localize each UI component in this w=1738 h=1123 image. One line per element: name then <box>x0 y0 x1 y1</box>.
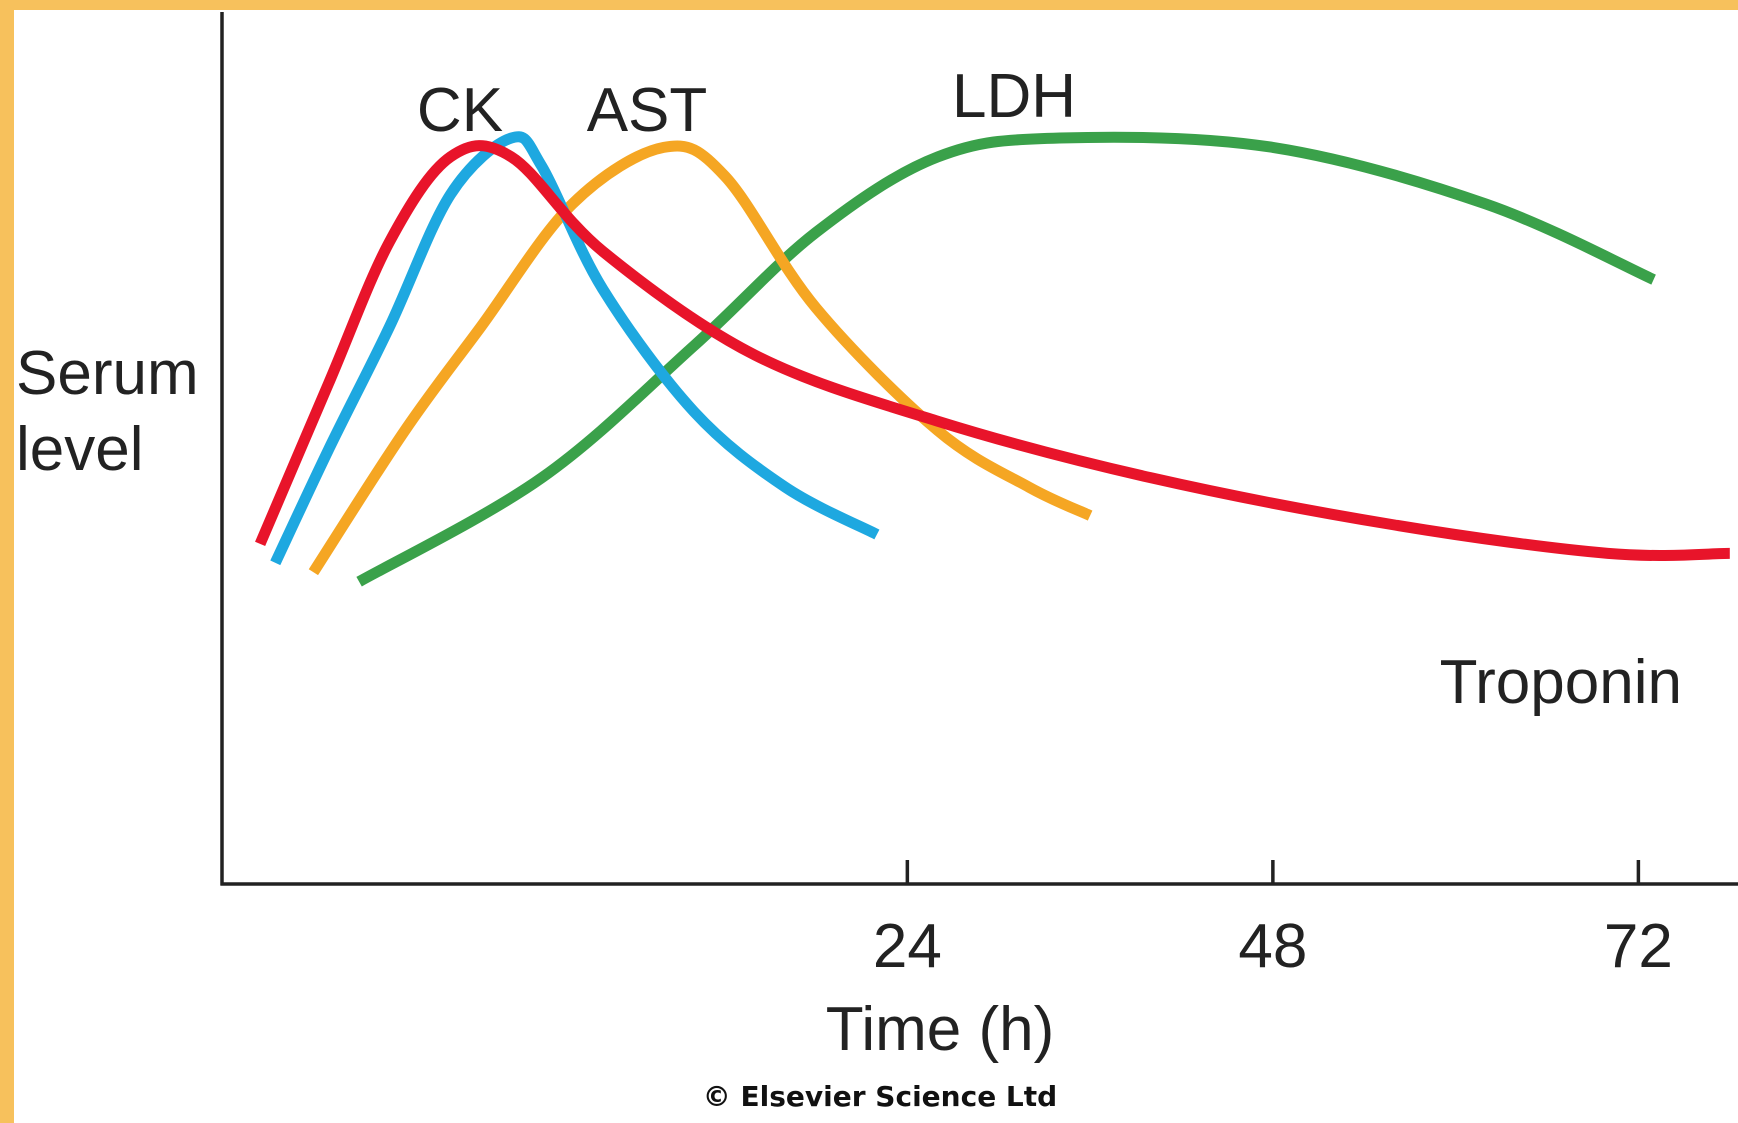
y-axis-label-line: level <box>16 415 144 484</box>
y-axis-label-line: Serum <box>16 339 199 408</box>
series-line-ast <box>308 140 1093 576</box>
serum-level-chart: 24487296CKASTLDHTroponinSerumlevelTime (… <box>16 12 1738 1113</box>
series-label-ast: AST <box>587 76 708 145</box>
x-tick-label: 72 <box>1604 912 1673 981</box>
labels: 24487296CKASTLDHTroponinSerumlevelTime (… <box>16 62 1682 1113</box>
x-tick-label: 48 <box>1238 912 1307 981</box>
x-axis-label: Time (h) <box>826 995 1054 1064</box>
axes <box>220 12 1738 886</box>
series-line-troponin <box>255 140 1730 561</box>
series-label-ck: CK <box>417 76 503 145</box>
series-layer <box>255 131 1730 587</box>
x-tick-label: 24 <box>873 912 942 981</box>
series-label-troponin: Troponin <box>1440 648 1682 717</box>
copyright-credit: © Elsevier Science Ltd <box>703 1080 1057 1113</box>
chart-panel: 24487296CKASTLDHTroponinSerumlevelTime (… <box>14 10 1738 1123</box>
series-line-ldh <box>356 131 1656 587</box>
series-line-ck <box>270 131 880 566</box>
series-label-ldh: LDH <box>952 62 1076 131</box>
